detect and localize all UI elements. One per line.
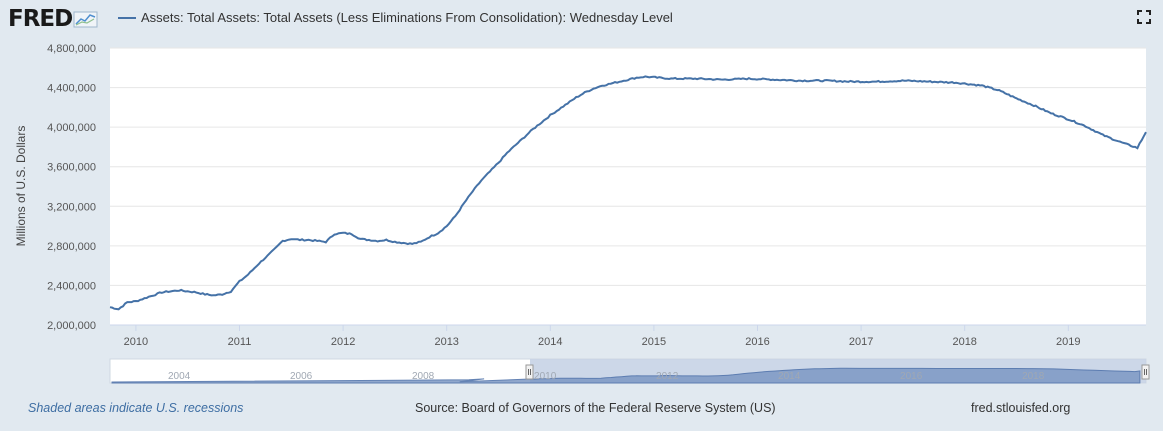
navigator-series-area xyxy=(111,367,1141,384)
navigator-year-label: 2006 xyxy=(290,371,313,382)
y-tick-label: 2,400,000 xyxy=(47,280,96,292)
series-line-total-assets xyxy=(109,75,1147,311)
navigator-year-label: 2018 xyxy=(1022,371,1045,382)
x-axis: 2010 2011 2012 2013 2014 2015 2016 2017 2018 2019 xyxy=(124,325,1081,348)
chart: 2,000,000 2,400,000 2,800,000 3,200,000 3,60… xyxy=(14,43,1150,384)
fullscreen-icon[interactable] xyxy=(1137,10,1151,24)
source-text: Source: Board of Governors of the Federa… xyxy=(415,401,776,415)
y-tick-label: 4,400,000 xyxy=(47,83,96,95)
x-tick-label: 2018 xyxy=(952,336,976,348)
navigator-year-label: 2016 xyxy=(900,371,923,382)
navigator-year-label: 2012 xyxy=(656,371,679,382)
x-tick-label: 2012 xyxy=(331,336,355,348)
fred-logo[interactable]: FRED xyxy=(8,5,99,33)
x-tick-label: 2016 xyxy=(745,336,769,348)
x-tick-label: 2015 xyxy=(642,336,666,348)
y-tick-label: 2,800,000 xyxy=(47,241,96,253)
y-axis: 2,000,000 2,400,000 2,800,000 3,200,000 3,60… xyxy=(47,43,96,332)
recession-note-link[interactable]: Shaded areas indicate U.S. recessions xyxy=(28,401,244,415)
x-tick-label: 2017 xyxy=(849,336,873,348)
y-tick-label: 2,000,000 xyxy=(47,320,96,332)
y-tick-label: 3,600,000 xyxy=(47,162,96,174)
x-tick-label: 2014 xyxy=(538,336,562,348)
navigator-year-label: 2014 xyxy=(778,371,801,382)
x-tick-label: 2011 xyxy=(228,336,252,348)
legend-label: Assets: Total Assets: Total Assets (Less… xyxy=(141,10,673,25)
navigator-handle-left[interactable] xyxy=(525,364,534,380)
navigator-year-label: 2008 xyxy=(412,371,435,382)
fred-url-link[interactable]: fred.stlouisfed.org xyxy=(971,401,1071,415)
x-tick-label: 2010 xyxy=(124,336,148,348)
navigator-handle-right[interactable] xyxy=(1141,364,1150,380)
fred-graph-icon xyxy=(73,11,98,28)
grid-lines xyxy=(110,47,1146,286)
navigator-year-label: 2004 xyxy=(168,371,191,382)
fred-logo-text: FRED xyxy=(8,6,73,32)
legend-swatch xyxy=(118,16,136,19)
y-tick-label: 4,000,000 xyxy=(47,122,96,134)
navigator-year-labels: 2004 2006 2008 2010 2012 2014 2016 2018 xyxy=(168,371,1045,382)
navigator[interactable]: 2004 2006 2008 2010 2012 2014 2016 2018 xyxy=(109,358,1150,384)
chart-legend: Assets: Total Assets: Total Assets (Less… xyxy=(118,10,673,25)
x-tick-label: 2013 xyxy=(434,336,458,348)
y-axis-label: Millions of U.S. Dollars xyxy=(14,126,28,247)
x-tick-label: 2019 xyxy=(1056,336,1080,348)
y-tick-label: 3,200,000 xyxy=(47,201,96,213)
y-tick-label: 4,800,000 xyxy=(47,43,96,55)
navigator-year-label: 2010 xyxy=(534,371,557,382)
plot-area xyxy=(110,48,1146,325)
